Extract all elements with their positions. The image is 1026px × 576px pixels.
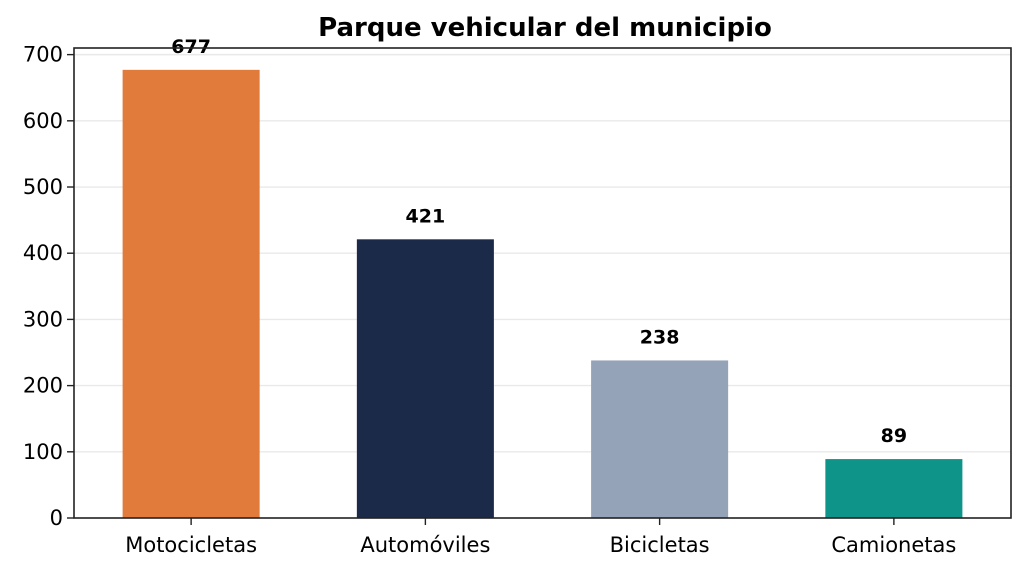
y-tick-label-700: 700 bbox=[23, 43, 63, 67]
data-labels: 677 421 238 89 bbox=[171, 36, 907, 447]
bars bbox=[122, 69, 963, 519]
chart-title: Parque vehicular del municipio bbox=[318, 13, 772, 43]
bar-camionetas bbox=[825, 459, 963, 518]
y-tick-label-600: 600 bbox=[23, 109, 63, 133]
y-tick-label-0: 0 bbox=[50, 506, 63, 530]
plot-frame bbox=[73, 47, 1012, 519]
y-tick-label-200: 200 bbox=[23, 374, 63, 398]
y-tick-label-500: 500 bbox=[23, 175, 63, 199]
x-axis: Motocicletas Automóviles Bicicletas Camione… bbox=[125, 518, 956, 557]
x-tick-label-automoviles: Automóviles bbox=[360, 533, 490, 557]
y-tick-label-100: 100 bbox=[23, 440, 63, 464]
data-label-bicicletas: 238 bbox=[640, 326, 680, 348]
data-label-motocicletas: 677 bbox=[171, 36, 211, 58]
x-tick-label-camionetas: Camionetas bbox=[831, 533, 956, 557]
y-axis: 0 100 200 300 400 500 600 700 bbox=[23, 43, 74, 530]
x-tick-label-motocicletas: Motocicletas bbox=[125, 533, 257, 557]
y-tick-label-300: 300 bbox=[23, 307, 63, 331]
data-label-automoviles: 421 bbox=[406, 205, 446, 227]
bar-automoviles bbox=[356, 239, 494, 518]
bar-motocicletas bbox=[122, 69, 260, 519]
y-tick-label-400: 400 bbox=[23, 241, 63, 265]
data-label-camionetas: 89 bbox=[881, 425, 907, 447]
bar-bicicletas bbox=[591, 360, 729, 518]
x-tick-label-bicicletas: Bicicletas bbox=[610, 533, 710, 557]
